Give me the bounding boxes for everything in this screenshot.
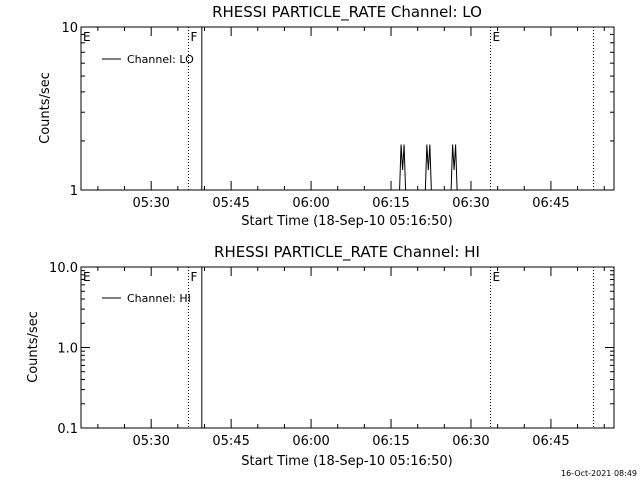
panel-lo: RHESSI PARTICLE_RATE Channel: LO Counts/…	[38, 3, 615, 229]
legend-label: Channel: HI	[127, 292, 191, 305]
legend-label: Channel: LO	[127, 53, 194, 66]
x-tick-label: 06:45	[532, 196, 569, 211]
y-tick-label: 10.0	[49, 261, 78, 276]
y-tick-label: 1.0	[57, 342, 78, 357]
x-tick-label: 06:30	[452, 196, 489, 211]
flag-label: F	[190, 30, 197, 44]
flag-label: E	[493, 30, 501, 44]
chart-title: RHESSI PARTICLE_RATE Channel: HI	[214, 243, 480, 262]
plot-frame	[80, 26, 615, 191]
flag-label: E	[83, 30, 91, 44]
panel-hi: RHESSI PARTICLE_RATE Channel: HI Counts/…	[26, 243, 615, 469]
y-tick-label: 0.1	[57, 422, 78, 437]
y-tick-label: 1	[70, 184, 78, 199]
y-axis-label: Counts/sec	[38, 72, 53, 144]
y-tick-label: 10	[61, 21, 78, 36]
x-tick-label: 05:45	[212, 196, 249, 211]
x-tick-label: 06:15	[372, 434, 409, 449]
x-tick-label: 05:45	[212, 434, 249, 449]
chart-title: RHESSI PARTICLE_RATE Channel: LO	[212, 3, 482, 22]
x-axis-label: Start Time (18-Sep-10 05:16:50)	[241, 454, 452, 469]
data-spike	[399, 144, 407, 191]
flag-label: F	[190, 270, 197, 284]
x-tick-label: 05:30	[132, 434, 169, 449]
x-tick-label: 06:45	[532, 434, 569, 449]
x-tick-label: 06:30	[452, 434, 489, 449]
flag-label: E	[493, 270, 501, 284]
x-tick-label: 06:00	[292, 434, 329, 449]
footer-timestamp: 16-Oct-2021 08:49	[561, 469, 637, 478]
flag-label: E	[83, 270, 91, 284]
y-axis-label: Counts/sec	[26, 311, 41, 383]
x-tick-label: 06:00	[292, 196, 329, 211]
x-tick-label: 05:30	[132, 196, 169, 211]
x-tick-label: 06:15	[372, 196, 409, 211]
data-spike	[424, 144, 432, 191]
x-axis-label: Start Time (18-Sep-10 05:16:50)	[241, 214, 452, 229]
data-spike	[450, 144, 458, 191]
